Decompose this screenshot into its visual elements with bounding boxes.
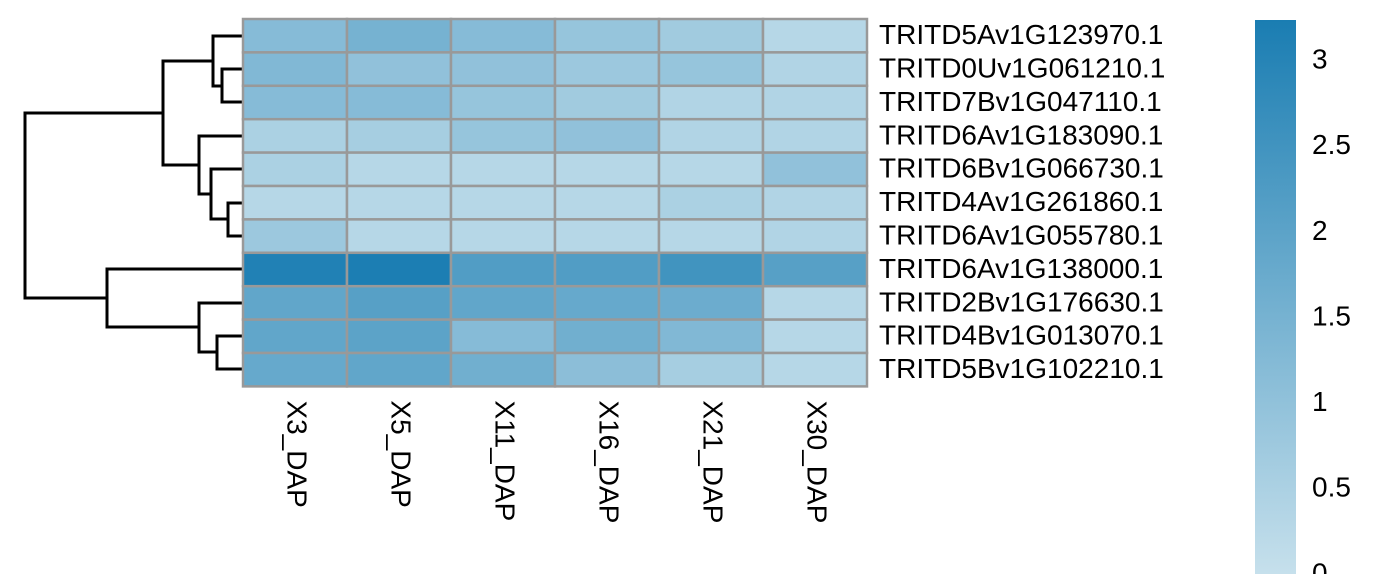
heatmap-cell bbox=[761, 218, 869, 255]
colorbar-tick-label: 0 bbox=[1312, 557, 1328, 574]
heatmap-cell bbox=[657, 218, 765, 255]
row-label: TRITD6Av1G183090.1 bbox=[879, 119, 1163, 150]
heatmap-cell bbox=[553, 318, 661, 355]
heatmap-cell bbox=[761, 251, 869, 288]
heatmap-cell bbox=[241, 318, 349, 355]
heatmap-cell bbox=[657, 318, 765, 355]
heatmap-cell bbox=[241, 151, 349, 188]
heatmap-cell bbox=[761, 117, 869, 154]
heatmap-cell bbox=[553, 117, 661, 154]
heatmap-cell bbox=[553, 84, 661, 121]
heatmap-cell bbox=[657, 117, 765, 154]
heatmap-cell bbox=[449, 318, 557, 355]
heatmap-cell bbox=[657, 51, 765, 88]
heatmap-cell bbox=[553, 351, 661, 388]
row-label: TRITD6Av1G138000.1 bbox=[879, 253, 1163, 284]
heatmap-cell bbox=[657, 284, 765, 321]
heatmap-cell bbox=[761, 284, 869, 321]
heatmap-cell bbox=[241, 117, 349, 154]
heatmap-cell bbox=[449, 17, 557, 54]
heatmap-cell bbox=[449, 251, 557, 288]
heatmap-cell bbox=[449, 84, 557, 121]
heatmap-cell bbox=[241, 251, 349, 288]
heatmap-cell bbox=[345, 284, 453, 321]
colorbar-tick-label: 1 bbox=[1312, 386, 1328, 417]
heatmap-cell bbox=[345, 51, 453, 88]
heatmap-cell bbox=[345, 351, 453, 388]
heatmap-cell bbox=[241, 351, 349, 388]
heatmap-cell bbox=[241, 218, 349, 255]
heatmap-cell bbox=[241, 84, 349, 121]
heatmap-cell bbox=[553, 251, 661, 288]
heatmap-cell bbox=[553, 284, 661, 321]
colorbar bbox=[1255, 20, 1296, 574]
heatmap-cell bbox=[449, 351, 557, 388]
heatmap-cell bbox=[345, 151, 453, 188]
row-label: TRITD0Uv1G061210.1 bbox=[879, 52, 1165, 83]
heatmap-cell bbox=[761, 84, 869, 121]
heatmap-cell bbox=[345, 251, 453, 288]
row-label: TRITD6Bv1G066730.1 bbox=[879, 153, 1164, 184]
row-dendrogram bbox=[23, 34, 242, 371]
heatmap-cell bbox=[553, 151, 661, 188]
row-label: TRITD2Bv1G176630.1 bbox=[879, 286, 1164, 317]
heatmap-cell bbox=[657, 351, 765, 388]
heatmap-cell bbox=[345, 117, 453, 154]
heatmap-cell bbox=[657, 251, 765, 288]
column-label: X11_DAP bbox=[490, 400, 521, 521]
heatmap-cell bbox=[761, 184, 869, 221]
heatmap-cell bbox=[761, 17, 869, 54]
column-label: X21_DAP bbox=[698, 400, 729, 523]
heatmap-cell bbox=[657, 184, 765, 221]
heatmap-cell bbox=[449, 218, 557, 255]
column-label: X5_DAP bbox=[386, 400, 417, 507]
heatmap-cell bbox=[345, 318, 453, 355]
column-label: X3_DAP bbox=[282, 400, 313, 507]
colorbar-tick-label: 2 bbox=[1312, 215, 1328, 246]
colorbar-tick-label: 3 bbox=[1312, 44, 1328, 75]
heatmap-cell bbox=[761, 351, 869, 388]
heatmap-cell bbox=[657, 151, 765, 188]
heatmap-cell bbox=[345, 84, 453, 121]
heatmap-cell bbox=[241, 284, 349, 321]
heatmap-cell bbox=[241, 17, 349, 54]
heatmap-cell bbox=[449, 117, 557, 154]
colorbar-tick-label: 2.5 bbox=[1312, 129, 1351, 160]
heatmap-cell bbox=[241, 184, 349, 221]
column-label: X16_DAP bbox=[594, 400, 625, 523]
heatmap-cell bbox=[761, 318, 869, 355]
colorbar-tick-label: 1.5 bbox=[1312, 300, 1351, 331]
heatmap-cell bbox=[345, 17, 453, 54]
heatmap-cell bbox=[449, 151, 557, 188]
heatmap-cell bbox=[449, 284, 557, 321]
heatmap-cell bbox=[345, 218, 453, 255]
row-label: TRITD4Av1G261860.1 bbox=[879, 186, 1163, 217]
row-label: TRITD5Av1G123970.1 bbox=[879, 19, 1163, 50]
heatmap-cell bbox=[657, 84, 765, 121]
heatmap-cell bbox=[449, 51, 557, 88]
heatmap-cell bbox=[553, 51, 661, 88]
colorbar-tick-label: 0.5 bbox=[1312, 472, 1351, 503]
heatmap-cell bbox=[553, 218, 661, 255]
heatmap-cell bbox=[657, 17, 765, 54]
row-label: TRITD7Bv1G047110.1 bbox=[879, 86, 1162, 117]
heatmap-cell bbox=[761, 151, 869, 188]
heatmap-cell bbox=[553, 17, 661, 54]
row-label: TRITD6Av1G055780.1 bbox=[879, 219, 1163, 250]
column-label: X30_DAP bbox=[802, 400, 833, 523]
row-label: TRITD5Bv1G102210.1 bbox=[879, 353, 1164, 384]
heatmap-cell bbox=[241, 51, 349, 88]
heatmap-cell bbox=[449, 184, 557, 221]
heatmap-cell bbox=[345, 184, 453, 221]
heatmap-cell bbox=[761, 51, 869, 88]
row-label: TRITD4Bv1G013070.1 bbox=[879, 320, 1164, 351]
heatmap-cell bbox=[553, 184, 661, 221]
